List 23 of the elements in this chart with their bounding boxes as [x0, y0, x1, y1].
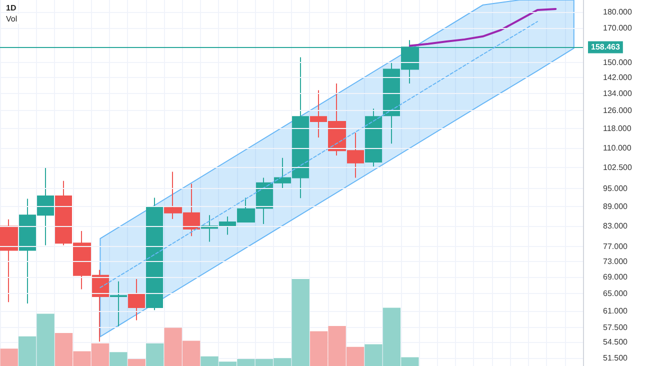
y-tick-label: 65.000 — [603, 288, 628, 298]
y-tick-label: 73.000 — [603, 256, 628, 266]
y-tick-label: 118.000 — [603, 124, 632, 134]
y-tick-label: 51.500 — [603, 353, 628, 362]
y-tick-label: 142.000 — [603, 73, 632, 82]
y-tick-label: 95.000 — [603, 184, 628, 194]
y-tick-label: 54.500 — [603, 338, 628, 347]
chart-title: 1D — [6, 4, 16, 12]
y-tick-label: 180.000 — [603, 8, 632, 17]
y-tick-label: 69.000 — [603, 272, 628, 282]
y-tick-label: 57.500 — [603, 322, 628, 332]
y-tick-label: 83.000 — [603, 221, 628, 230]
y-tick-label: 126.000 — [603, 106, 632, 116]
annotation: Vol — [6, 14, 18, 24]
ref-line-label: 158.463 — [591, 42, 620, 52]
y-tick-label: 102.500 — [603, 163, 632, 172]
y-tick-label: 134.000 — [603, 89, 632, 98]
y-tick-label: 89.000 — [603, 202, 628, 212]
y-tick-label: 170.000 — [603, 23, 632, 32]
y-tick-label: 61.000 — [603, 306, 628, 316]
y-tick-label: 77.000 — [603, 242, 628, 252]
y-tick-label: 110.000 — [603, 144, 632, 153]
y-tick-label: 150.000 — [603, 58, 632, 67]
